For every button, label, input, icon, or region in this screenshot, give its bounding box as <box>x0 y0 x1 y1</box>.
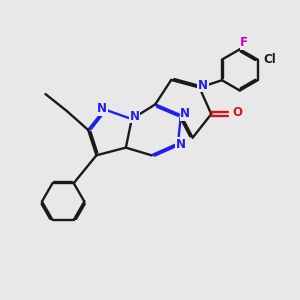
Text: O: O <box>232 106 242 119</box>
Text: N: N <box>130 110 140 123</box>
Text: N: N <box>97 102 107 115</box>
Text: Cl: Cl <box>263 52 276 65</box>
Text: N: N <box>198 79 208 92</box>
Text: N: N <box>180 107 190 120</box>
Text: F: F <box>240 36 248 49</box>
Text: N: N <box>176 138 186 151</box>
